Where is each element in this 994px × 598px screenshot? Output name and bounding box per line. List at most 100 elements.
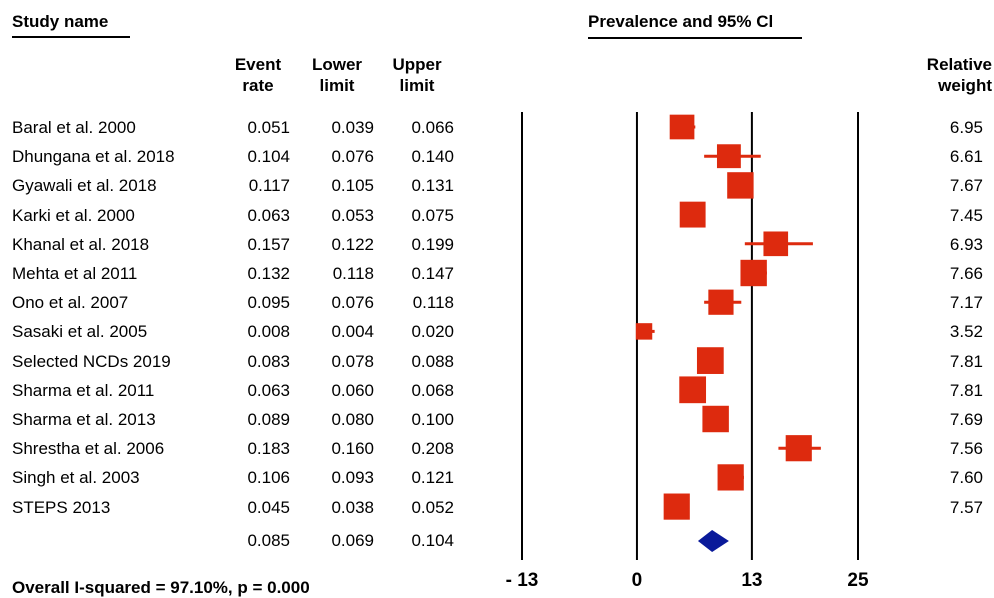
lower-limit: 0.093 [331,468,374,487]
event-rate: 0.045 [247,498,290,517]
study-marker [679,201,706,228]
study-name: Mehta et al 2011 [12,264,138,283]
relative-weight: 6.95 [949,118,983,137]
study-marker [785,435,812,462]
lower-limit: 0.160 [331,439,374,458]
relative-weight: 7.45 [949,206,983,225]
study-name: Baral et al. 2000 [12,118,136,137]
upper-limit: 0.020 [411,322,454,341]
relative-weight: 7.57 [949,498,983,517]
x-tick-label: 0 [632,570,643,591]
upper-limit: 0.075 [411,206,454,225]
event-rate: 0.117 [248,176,290,195]
study-name: Sharma et al. 2011 [12,381,155,400]
overall-event-rate: 0.085 [247,531,290,550]
event-rate: 0.104 [247,147,290,166]
study-name: Selected NCDs 2019 [12,352,171,371]
x-tick-label: 25 [847,570,869,591]
lower-limit: 0.122 [331,235,374,254]
lower-limit: 0.076 [331,147,374,166]
study-name: Dhungana et al. 2018 [12,147,175,166]
study-marker [696,347,724,374]
event-rate: 0.083 [247,352,290,371]
study-name: Khanal et al. 2018 [12,235,150,254]
study-name-underline [12,36,130,38]
relative-weight: 7.17 [949,293,983,312]
lower-limit: 0.053 [331,206,374,225]
study-marker [763,231,789,257]
overall-lower-limit: 0.069 [331,531,374,550]
event-rate: 0.132 [247,264,290,283]
study-name: Singh et al. 2003 [12,468,140,487]
upper-limit: 0.068 [411,381,454,400]
upper-limit: 0.118 [412,293,454,312]
event-rate: 0.095 [247,293,290,312]
upper-limit: 0.131 [411,176,454,195]
study-name-header: Study name [12,12,109,31]
study-marker [716,144,741,169]
upper-limit: 0.088 [411,352,454,371]
upper-limit: 0.140 [411,147,454,166]
study-name: Sharma et al. 2013 [12,410,156,429]
relative-weight: 7.67 [949,176,983,195]
study-marker [708,289,734,315]
study-name: Ono et al. 2007 [12,293,129,312]
relative-weight: 6.61 [949,147,983,166]
upper-limit: 0.121 [411,468,454,487]
upper-limit-header: Upper limit [392,55,442,95]
x-tick-label: - 13 [506,570,539,591]
upper-limit: 0.100 [411,410,454,429]
lower-limit: 0.105 [331,176,374,195]
lower-limit: 0.118 [332,264,374,283]
relative-weight: 7.81 [949,352,983,371]
relative-weight: 7.60 [949,468,983,487]
study-marker [635,323,653,340]
lower-limit: 0.038 [331,498,374,517]
study-name: Shrestha et al. 2006 [12,439,165,458]
plot-title-underline [588,37,802,39]
plot-title: Prevalence and 95% Cl [588,12,774,31]
upper-limit: 0.199 [411,235,454,254]
lower-limit: 0.080 [331,410,374,429]
upper-limit: 0.208 [411,439,454,458]
study-marker [717,464,744,491]
overall-upper-limit: 0.104 [411,531,454,550]
relative-weight: 7.56 [949,439,983,458]
event-rate: 0.063 [247,206,290,225]
study-name: STEPS 2013 [12,498,111,517]
upper-limit: 0.147 [411,264,454,283]
relative-weight: 7.69 [949,410,983,429]
study-name: Gyawali et al. 2018 [12,176,157,195]
event-rate: 0.063 [247,381,290,400]
summary-diamond [697,530,729,552]
upper-limit: 0.066 [411,118,454,137]
study-marker [679,376,707,404]
study-marker [727,172,754,199]
relative-weight: 6.93 [949,235,983,254]
relative-weight-header: Relative weight [926,55,992,95]
relative-weight: 7.66 [949,264,983,283]
event-rate: 0.106 [247,468,290,487]
x-tick-label: 13 [741,570,762,591]
study-marker [663,493,690,520]
event-rate: 0.089 [247,410,290,429]
study-marker [669,114,695,140]
event-rate: 0.008 [247,322,290,341]
event-rate: 0.157 [247,235,290,254]
lower-limit-header: Lower limit [311,55,363,95]
lower-limit: 0.004 [331,322,374,341]
study-name: Karki et al. 2000 [12,206,135,225]
lower-limit: 0.078 [331,352,374,371]
lower-limit: 0.039 [331,118,374,137]
lower-limit: 0.060 [331,381,374,400]
heterogeneity-statistic: Overall I-squared = 97.10%, p = 0.000 [12,578,310,597]
upper-limit: 0.052 [411,498,454,517]
event-rate: 0.183 [247,439,290,458]
event-rate-header: Event rate [234,55,282,95]
study-marker [702,405,729,433]
study-name: Sasaki et al. 2005 [12,322,148,341]
event-rate: 0.051 [247,118,290,137]
relative-weight: 7.81 [949,381,983,400]
lower-limit: 0.076 [331,293,374,312]
